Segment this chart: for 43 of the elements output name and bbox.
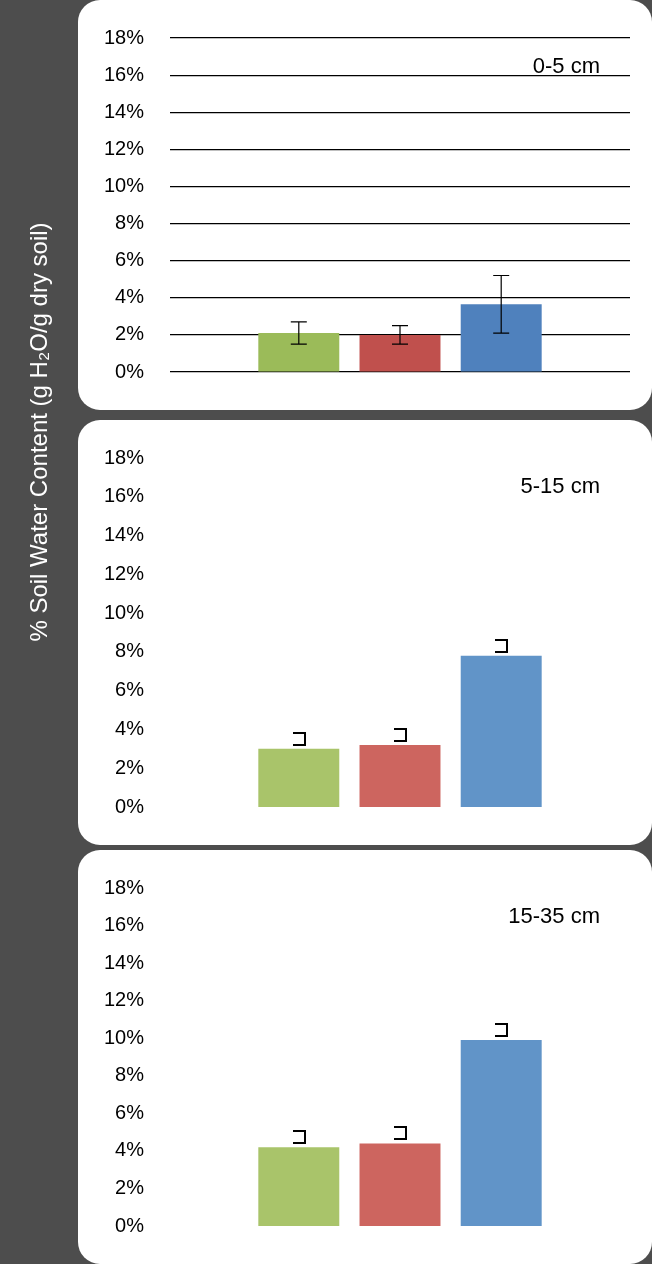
y-tick-label: 6% <box>115 678 145 701</box>
y-tick-label: 16% <box>103 913 145 936</box>
y-axis-title: % Soil Water Content (g H₂O/g dry soil) <box>25 222 53 642</box>
y-tick-label: 12% <box>103 988 145 1011</box>
y-tick-label: 0% <box>115 359 145 382</box>
y-tick-label: 6% <box>115 248 145 271</box>
y-tick-label: 10% <box>103 600 145 623</box>
y-tick-label: 4% <box>115 1138 145 1161</box>
y-tick-label: 16% <box>103 484 145 507</box>
y-tick-label: 14% <box>103 950 145 973</box>
bar <box>258 748 340 807</box>
y-tick-label: 0% <box>115 1213 145 1236</box>
y-tick-label: 12% <box>103 136 145 159</box>
bar <box>460 1040 542 1226</box>
y-tick-label: 4% <box>115 716 145 739</box>
y-tick-label: 18% <box>103 25 145 48</box>
y-tick-label: 18% <box>103 875 145 898</box>
bar <box>359 744 441 807</box>
bar <box>460 655 542 807</box>
y-tick-label: 0% <box>115 794 145 817</box>
bar <box>359 334 441 372</box>
text: 5-15 cm <box>520 473 600 499</box>
y-tick-label: 12% <box>103 561 145 584</box>
y-tick-label: 14% <box>103 523 145 546</box>
y-tick-label: 10% <box>103 1025 145 1048</box>
bar <box>258 333 340 372</box>
bar <box>258 1147 340 1226</box>
y-tick-label: 10% <box>103 173 145 196</box>
y-tick-label: 18% <box>103 445 145 468</box>
bar <box>359 1143 441 1226</box>
y-tick-label: 2% <box>115 322 145 345</box>
y-tick-label: 8% <box>115 211 145 234</box>
y-tick-label: 4% <box>115 285 145 308</box>
text: 0-5 cm <box>532 53 600 79</box>
y-tick-label: 2% <box>115 755 145 778</box>
y-tick-label: 16% <box>103 62 145 85</box>
bar <box>460 304 542 372</box>
text: 15-35 cm <box>508 903 600 929</box>
y-tick-label: 14% <box>103 99 145 122</box>
y-tick-label: 8% <box>115 1063 145 1086</box>
y-tick-label: 8% <box>115 639 145 662</box>
y-tick-label: 2% <box>115 1175 145 1198</box>
y-tick-label: 6% <box>115 1100 145 1123</box>
